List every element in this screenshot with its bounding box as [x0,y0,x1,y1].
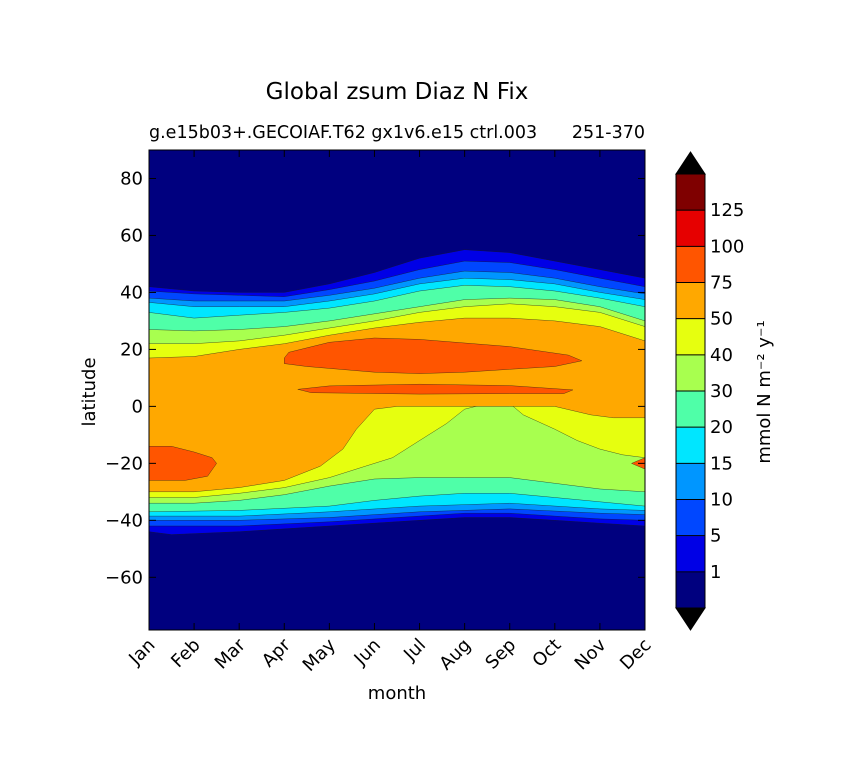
chart-subtitle-right: 251-370 [572,123,645,143]
x-tick-label-3: Apr [258,634,295,671]
x-tick-label-8: Sep [481,635,520,674]
colorbar-segment-6 [676,354,705,392]
colorbar-segment-4 [676,427,705,464]
chart-title: Global zsum Diaz N Fix [266,79,529,105]
colorbar-segment-8 [676,282,705,320]
x-tick-label-7: Aug [435,635,475,675]
colorbar-segment-1 [676,535,705,573]
colorbar-tick-label-2: 10 [710,490,733,511]
colorbar-tick-label-10: 125 [710,200,744,221]
colorbar-tick-label-1: 5 [710,526,721,547]
y-tick-label-7: 80 [120,168,143,189]
y-tick-label-6: 60 [120,225,143,246]
colorbar-segment-5 [676,391,705,428]
x-axis-label: month [368,683,426,704]
x-tick-label-11: Dec [616,635,655,674]
y-tick-label-4: 20 [120,339,143,360]
colorbar-segment-7 [676,318,705,356]
colorbar-tick-label-9: 100 [710,236,744,257]
chart-subtitle-left: g.e15b03+.GECOIAF.T62 gx1v6.e15 ctrl.003 [149,123,537,143]
colorbar-label: mmol N m⁻² y⁻¹ [754,320,775,463]
colorbar-tick-label-4: 20 [710,417,733,438]
y-axis-label: latitude [79,357,100,426]
colorbar-segment-3 [676,463,705,500]
colorbar-tick-label-7: 50 [710,309,733,330]
plot-frame [148,149,646,631]
y-tick-label-5: 40 [120,282,143,303]
y-tick-label-2: −20 [105,453,143,474]
x-tick-label-2: Mar [211,634,250,673]
colorbar-tick-label-0: 1 [710,562,721,583]
x-tick-label-4: May [299,634,340,675]
y-axis: −60 −40 −20 0 20 40 60 80 [105,168,645,588]
contour-band-75-8 [149,446,217,481]
x-tick-label-6: Jul [399,635,430,666]
contour-plot-area [149,150,645,630]
x-tick-label-5: Jun [350,635,385,670]
colorbar-segment-9 [676,246,705,283]
x-tick-label-0: Jan [124,635,159,670]
contour-band-75-11 [297,384,574,395]
colorbar-segment-10 [676,210,705,247]
colorbar-tick-label-3: 15 [710,453,733,474]
y-tick-label-0: −60 [105,567,143,588]
x-tick-label-9: Oct [528,635,565,672]
colorbar-under-arrow [675,607,706,631]
contour-band-75-10 [284,337,583,374]
x-tick-label-1: Feb [167,635,204,672]
colorbar-tick-label-6: 40 [710,345,733,366]
colorbar-segment-0 [676,571,705,609]
colorbar-over-arrow [675,151,706,175]
y-tick-label-1: −40 [105,510,143,531]
colorbar-tick-label-8: 75 [710,273,733,294]
colorbar-segment-11 [676,174,705,211]
colorbar-segment-2 [676,499,705,537]
colorbar-tick-label-5: 30 [710,381,733,402]
y-tick-label-3: 0 [132,396,143,417]
x-tick-label-10: Nov [571,634,611,674]
